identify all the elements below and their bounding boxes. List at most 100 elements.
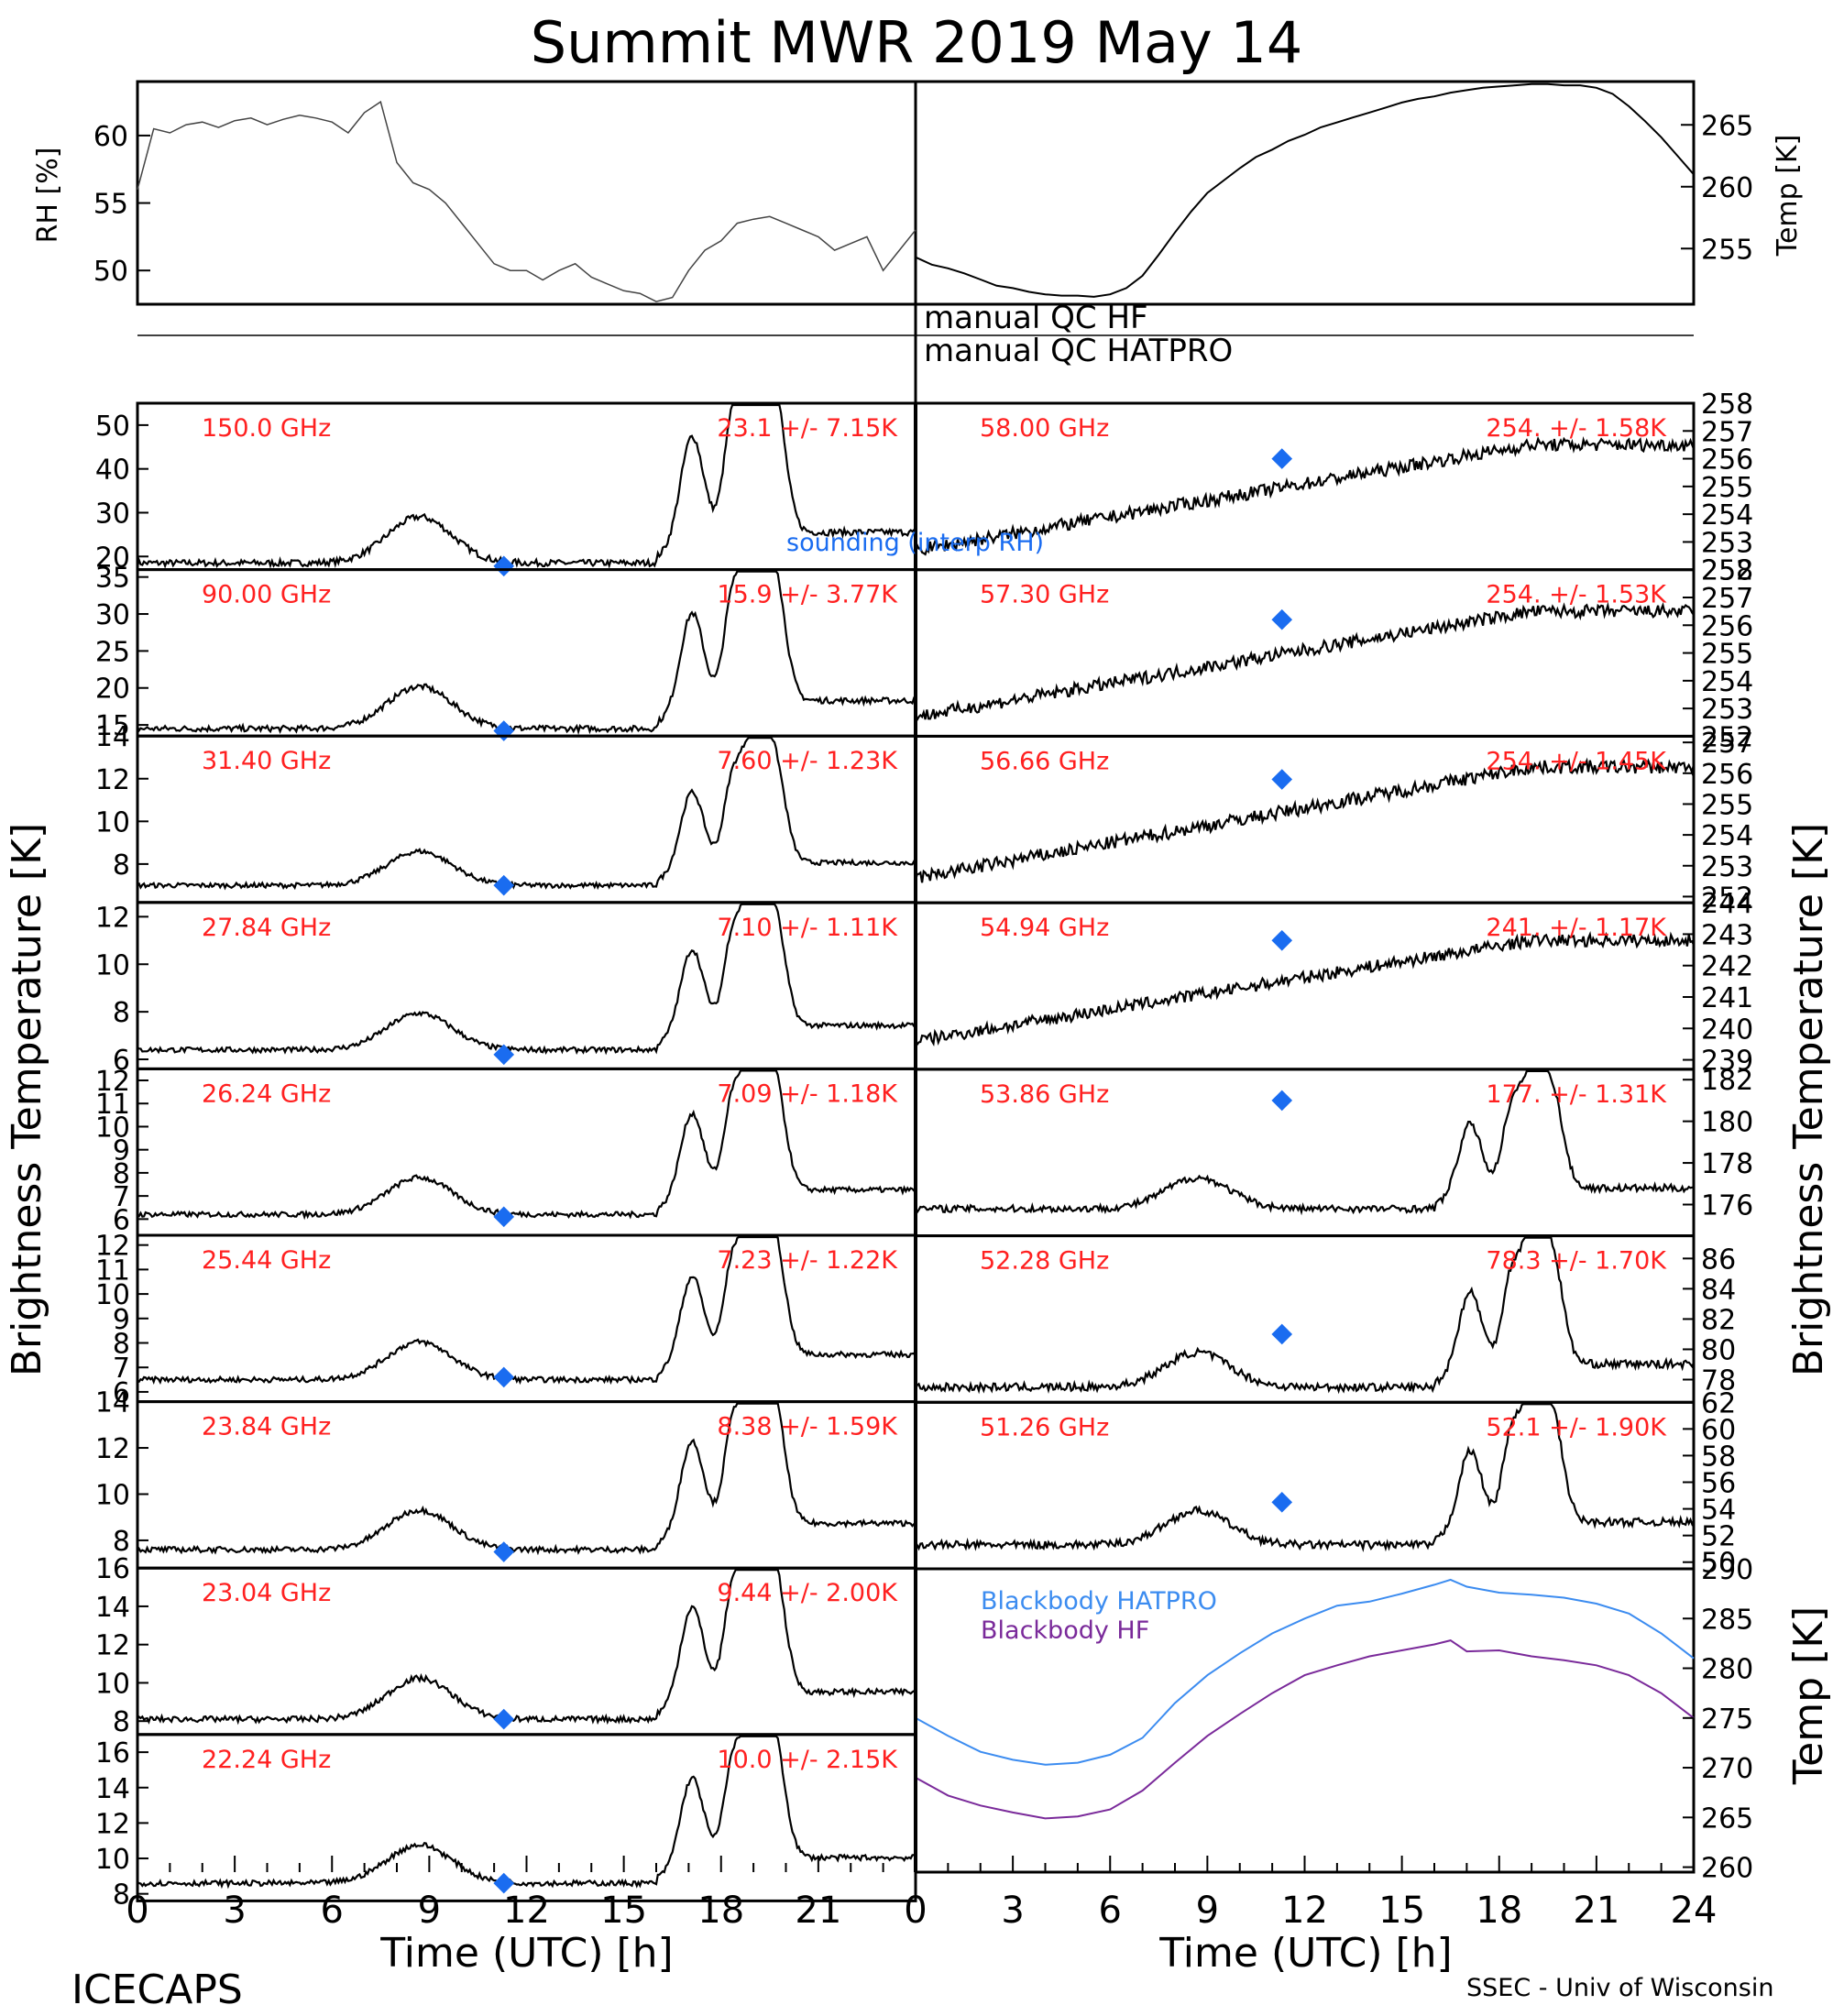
- left-channel-series: [137, 1235, 917, 1386]
- x-tick-label: 0: [126, 1890, 148, 1932]
- sounding-marker: [493, 720, 515, 741]
- x-axis-right: 0 3 6 9 12 15 18 21 24: [904, 1856, 1717, 1932]
- rh-line: [137, 100, 916, 302]
- left-panel-1: 15 20 25 30 35 90.00 GHz 15.9 +/- 3.77K: [95, 563, 917, 742]
- x-axis-left: 0 3 6 9 12 15 18 21: [126, 1856, 916, 1932]
- right-channel-series: [914, 436, 1696, 556]
- x-tick-label: 3: [1001, 1890, 1024, 1932]
- y-tick-label: 14: [95, 1592, 130, 1624]
- y-tick-label: 252: [1701, 721, 1753, 753]
- blackbody-hatpro-line: [915, 1578, 1695, 1766]
- y-tick-label: 252: [1701, 882, 1753, 914]
- rh-tick-label: 55: [93, 189, 128, 221]
- y-tick-label: 30: [95, 498, 130, 530]
- y-tick-label: 56: [1701, 1468, 1736, 1500]
- x-axis-label-right: Time (UTC) [h]: [1158, 1930, 1452, 1977]
- y-tick-label: 50: [95, 411, 130, 443]
- figure-title: Summit MWR 2019 May 14: [531, 9, 1303, 76]
- y-tick-label: 14: [95, 1773, 130, 1805]
- y-tick-label: 6: [113, 1045, 130, 1077]
- y-tick-label: 257: [1701, 583, 1753, 615]
- y-tick-label: 253: [1701, 851, 1753, 883]
- channel-frequency: 31.40 GHz: [202, 747, 331, 775]
- temp-axis-label: Temp [K]: [1772, 135, 1804, 257]
- bb-tick-label: 270: [1701, 1753, 1753, 1785]
- y-tick-label: 15: [95, 710, 130, 742]
- footer-left: ICECAPS: [71, 1967, 243, 2013]
- channel-frequency: 53.86 GHz: [980, 1080, 1109, 1109]
- x-tick-label: 9: [418, 1890, 441, 1932]
- brightness-label-right: Brightness Temperature [K]: [1785, 823, 1832, 1376]
- y-tick-label: 60: [1701, 1414, 1736, 1446]
- y-tick-label: 12: [95, 1433, 130, 1465]
- sounding-marker: [493, 1541, 515, 1562]
- left-channel-series: [137, 1069, 916, 1221]
- y-tick-label: 16: [95, 1737, 130, 1769]
- y-tick-label: 257: [1701, 416, 1753, 448]
- y-tick-label: 20: [95, 674, 130, 706]
- channel-stats: 7.23 +/- 1.22K: [717, 1246, 898, 1275]
- channel-frequency: 52.28 GHz: [980, 1247, 1109, 1276]
- y-tick-label: 10: [95, 1844, 130, 1876]
- channel-stats: 241. +/- 1.17K: [1486, 914, 1667, 942]
- channel-frequency: 23.04 GHz: [202, 1579, 331, 1607]
- y-tick-label: 11: [95, 1255, 130, 1287]
- y-tick-label: 12: [95, 1066, 130, 1098]
- x-tick-label: 12: [1281, 1890, 1328, 1932]
- bb-tick-label: 290: [1701, 1554, 1753, 1586]
- top-panel-ticks: 50 55 60 255 260 265: [93, 110, 1753, 288]
- sounding-marker: [493, 1044, 515, 1066]
- y-tick-label: 6: [113, 1204, 130, 1236]
- bb-tick-label: 265: [1701, 1802, 1753, 1835]
- left-channel-series: [137, 1735, 916, 1890]
- y-tick-label: 14: [95, 721, 130, 753]
- sounding-marker: [1271, 1492, 1293, 1513]
- y-tick-label: 254: [1701, 820, 1753, 852]
- footer-right: SSEC - Univ of Wisconsin: [1466, 1974, 1773, 2002]
- left-channel-series: [137, 737, 916, 891]
- y-tick-label: 78: [1701, 1365, 1736, 1397]
- y-tick-label: 16: [95, 1553, 130, 1585]
- y-tick-label: 256: [1701, 444, 1753, 477]
- sounding-marker: [1271, 769, 1293, 790]
- y-tick-label: 8: [113, 1879, 130, 1912]
- channel-frequency: 23.84 GHz: [202, 1413, 331, 1441]
- channel-frequency: 58.00 GHz: [980, 414, 1109, 443]
- channel-frequency: 57.30 GHz: [980, 581, 1109, 609]
- sounding-marker: [493, 1872, 515, 1894]
- bb-tick-label: 275: [1701, 1704, 1753, 1736]
- y-tick-label: 258: [1701, 389, 1753, 421]
- y-tick-label: 182: [1701, 1065, 1753, 1097]
- sounding-marker: [1271, 1323, 1293, 1345]
- y-tick-label: 35: [95, 563, 130, 595]
- y-tick-label: 6: [113, 1377, 130, 1409]
- channel-stats: 8.38 +/- 1.59K: [717, 1413, 898, 1441]
- y-tick-label: 50: [1701, 1548, 1736, 1580]
- x-tick-label: 21: [1573, 1890, 1619, 1932]
- x-tick-label: 18: [697, 1890, 744, 1932]
- y-tick-label: 12: [95, 1231, 130, 1263]
- channel-stats: 7.09 +/- 1.18K: [717, 1079, 898, 1108]
- y-tick-label: 40: [95, 455, 130, 487]
- y-tick-label: 256: [1701, 610, 1753, 642]
- rh-tick-label: 60: [93, 121, 128, 153]
- temp-line: [915, 82, 1695, 298]
- sounding-marker: [493, 555, 515, 577]
- y-tick-label: 52: [1701, 1521, 1736, 1553]
- x-tick-label: 12: [503, 1890, 550, 1932]
- y-tick-label: 240: [1701, 1013, 1753, 1046]
- blackbody-ticks: 260 265 270 275 280 285 290: [1683, 1554, 1753, 1885]
- channel-stats: 254. +/- 1.53K: [1486, 581, 1667, 609]
- y-tick-label: 255: [1701, 472, 1753, 504]
- y-tick-label: 20: [95, 542, 130, 574]
- right-channel-series: [915, 931, 1696, 1046]
- y-tick-label: 8: [113, 849, 130, 882]
- x-tick-label: 18: [1476, 1890, 1522, 1932]
- y-tick-label: 82: [1701, 1304, 1736, 1336]
- right-channel-series: [915, 601, 1695, 723]
